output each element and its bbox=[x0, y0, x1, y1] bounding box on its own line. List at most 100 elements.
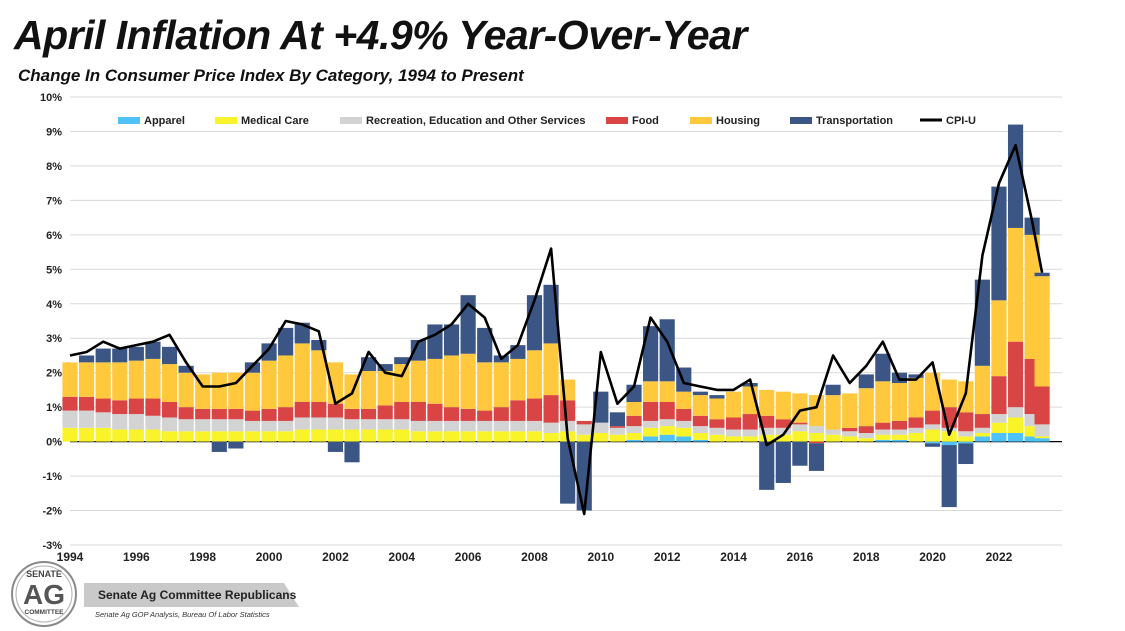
bar-segment-apparel bbox=[991, 433, 1007, 442]
bar-segment-recreation-education-and-other-services bbox=[327, 417, 343, 430]
bar-segment-housing bbox=[128, 360, 144, 399]
bar-segment-recreation-education-and-other-services bbox=[991, 414, 1007, 423]
legend-swatch-housing bbox=[690, 117, 712, 124]
axes: -3% -2% -1% 0% 1% 2% 3% 4% 5% 6% 7% 8% 9% 10% 1994 1996… bbox=[40, 92, 1013, 564]
bar-segment-food bbox=[991, 376, 1007, 415]
bar-segment-recreation-education-and-other-services bbox=[725, 429, 742, 437]
bar-segment-housing bbox=[228, 372, 244, 409]
bar-segment-medical-care bbox=[195, 431, 211, 442]
bar-segment-recreation-education-and-other-services bbox=[659, 419, 675, 427]
bar-segment-medical-care bbox=[692, 433, 708, 440]
bar-segment-housing bbox=[941, 379, 957, 408]
bar-segment-food bbox=[659, 401, 675, 420]
bar-segment-food bbox=[278, 407, 294, 421]
bar-segment-apparel bbox=[626, 439, 642, 442]
bar-segment-transportation bbox=[128, 346, 144, 361]
bar-segment-medical-care bbox=[543, 433, 559, 442]
bar-segment-housing bbox=[493, 362, 509, 408]
bar-segment-food bbox=[195, 408, 211, 420]
bar-segment-recreation-education-and-other-services bbox=[178, 419, 194, 432]
bar-segment-recreation-education-and-other-services bbox=[128, 414, 144, 430]
bar-segment-recreation-education-and-other-services bbox=[377, 419, 393, 430]
bar-segment-recreation-education-and-other-services bbox=[808, 426, 825, 433]
bar-segment-recreation-education-and-other-services bbox=[161, 417, 178, 432]
bar-segment-medical-care bbox=[958, 436, 974, 442]
bar-segment-transportation bbox=[775, 441, 791, 483]
bar-segment-medical-care bbox=[974, 433, 990, 437]
bar-segment-recreation-education-and-other-services bbox=[62, 410, 78, 428]
bar-segment-medical-care bbox=[643, 427, 659, 437]
bar-segment-recreation-education-and-other-services bbox=[825, 429, 841, 435]
bar-segment-medical-care bbox=[908, 433, 924, 442]
legend-label: CPI-U bbox=[946, 115, 976, 127]
bar-segment-medical-care bbox=[510, 431, 526, 442]
bar-segment-recreation-education-and-other-services bbox=[79, 410, 95, 428]
bar-segment-food bbox=[95, 398, 111, 413]
legend: Apparel Medical Care Recreation, Education… bbox=[118, 115, 976, 127]
bar-segment-food bbox=[361, 408, 377, 420]
bar-segment-medical-care bbox=[145, 429, 161, 442]
bar-segment-transportation bbox=[477, 327, 493, 363]
bar-segment-food bbox=[908, 417, 924, 428]
bar-segment-recreation-education-and-other-services bbox=[974, 427, 990, 433]
x-tick-label: 2014 bbox=[720, 550, 747, 564]
bar-segment-housing bbox=[145, 358, 161, 399]
bar-segment-recreation-education-and-other-services bbox=[112, 414, 128, 430]
bar-segment-apparel bbox=[659, 434, 675, 442]
y-tick-label: 0% bbox=[46, 437, 62, 449]
chart-subtitle: Change In Consumer Price Index By Catego… bbox=[18, 66, 524, 85]
bar-segment-transportation bbox=[958, 443, 974, 465]
bar-segment-housing bbox=[759, 389, 775, 416]
bar-segment-food bbox=[842, 427, 858, 432]
bar-segment-food bbox=[526, 398, 543, 421]
legend-swatch-apparel bbox=[118, 117, 140, 124]
bar-segment-recreation-education-and-other-services bbox=[891, 429, 908, 435]
bar-segment-transportation bbox=[974, 279, 990, 366]
bar-segment-transportation bbox=[792, 441, 808, 466]
bar-segment-apparel bbox=[692, 439, 708, 442]
bar-segment-transportation bbox=[228, 441, 244, 449]
bar-segment-medical-care bbox=[443, 431, 460, 442]
bar-segment-food bbox=[493, 407, 509, 421]
bar-segment-food bbox=[427, 403, 443, 421]
bar-segment-recreation-education-and-other-services bbox=[576, 424, 592, 435]
bar-segment-housing bbox=[891, 383, 908, 421]
bar-segment-food bbox=[643, 401, 659, 421]
bar-segment-housing bbox=[692, 395, 708, 416]
bar-segment-apparel bbox=[974, 436, 990, 442]
bar-segment-recreation-education-and-other-services bbox=[875, 429, 891, 435]
bar-segment-food bbox=[775, 419, 791, 428]
legend-swatch-medical-care bbox=[215, 117, 237, 124]
bar-segment-recreation-education-and-other-services bbox=[792, 424, 808, 432]
bar-segment-medical-care bbox=[991, 422, 1007, 433]
bar-segment-food bbox=[725, 417, 742, 430]
bar-segment-housing bbox=[709, 398, 725, 420]
bar-segment-food bbox=[477, 410, 493, 421]
bar-segment-housing bbox=[377, 370, 393, 406]
y-tick-label: 7% bbox=[46, 195, 62, 207]
bar-segment-food bbox=[261, 408, 277, 421]
bar-segment-medical-care bbox=[261, 431, 277, 442]
bar-segment-recreation-education-and-other-services bbox=[410, 420, 426, 432]
bar-segment-recreation-education-and-other-services bbox=[1007, 407, 1024, 418]
bar-segment-medical-care bbox=[925, 429, 941, 442]
bar-segment-food bbox=[792, 422, 808, 425]
bar-segment-transportation bbox=[261, 343, 277, 361]
x-tick-label: 2004 bbox=[388, 550, 415, 564]
bar-segment-medical-care bbox=[1024, 426, 1040, 437]
senate-ag-logo: SENATE AG COMMITTEE bbox=[11, 561, 77, 627]
bar-segment-apparel bbox=[891, 439, 908, 442]
bar-segment-medical-care bbox=[742, 436, 758, 442]
bar-segment-recreation-education-and-other-services bbox=[709, 427, 725, 435]
bar-segment-recreation-education-and-other-services bbox=[427, 420, 443, 432]
bar-segment-recreation-education-and-other-services bbox=[244, 420, 261, 432]
bar-segment-food bbox=[327, 403, 343, 418]
bar-segment-recreation-education-and-other-services bbox=[261, 420, 277, 432]
legend-label: Medical Care bbox=[241, 115, 309, 127]
bar-segment-housing bbox=[676, 391, 692, 409]
bar-segment-housing bbox=[361, 370, 377, 409]
bar-segment-recreation-education-and-other-services bbox=[211, 419, 227, 432]
bar-segment-apparel bbox=[1024, 436, 1040, 442]
bar-segment-food bbox=[62, 396, 78, 411]
bar-segment-food bbox=[443, 407, 460, 421]
